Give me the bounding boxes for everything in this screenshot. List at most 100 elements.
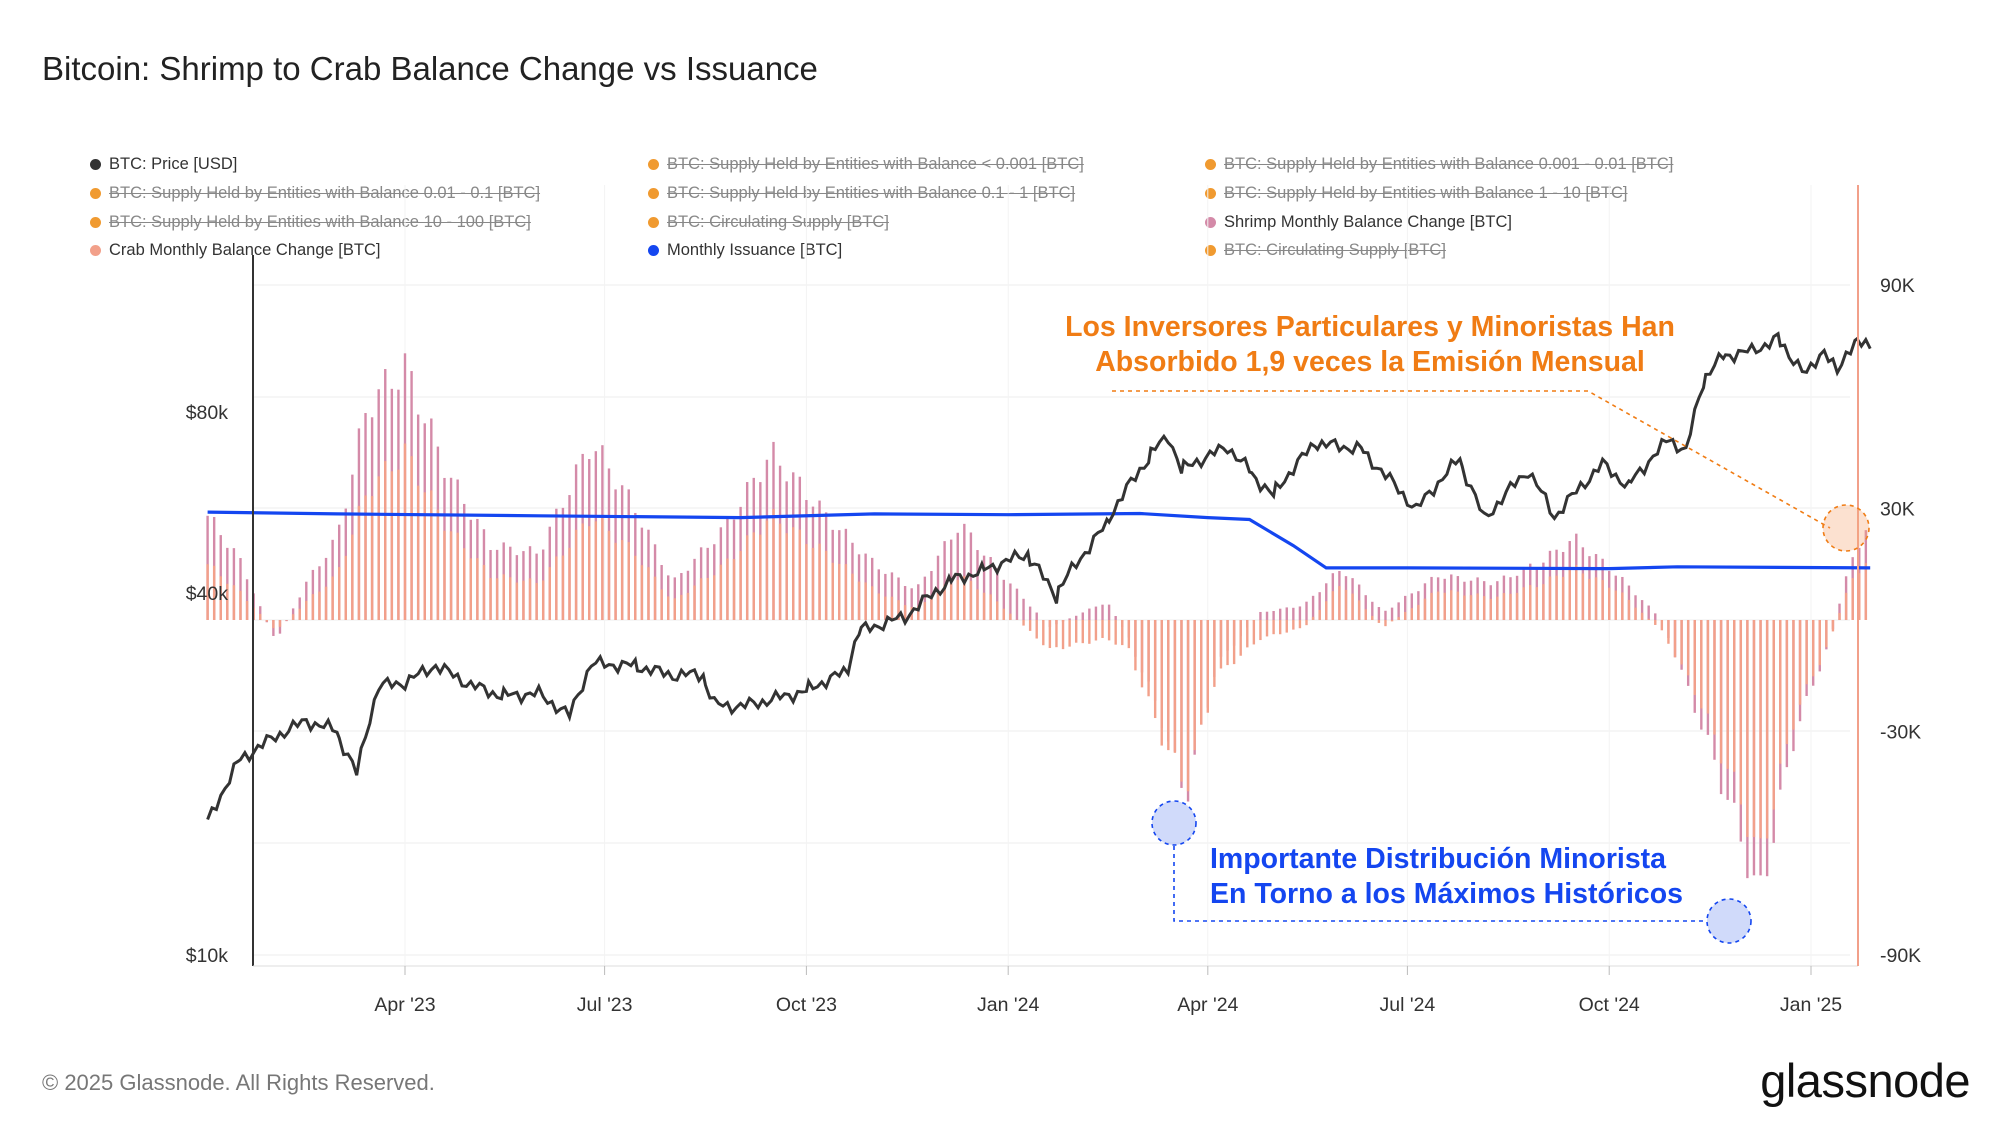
crab-bar <box>574 529 578 620</box>
crab-bar <box>989 594 992 620</box>
legend-item[interactable]: Monthly Issuance [BTC] <box>648 241 842 260</box>
shrimp-bar <box>1654 613 1657 620</box>
crab-bar <box>1640 612 1644 620</box>
annotation-orange-line1: Los Inversores Particulares y Minoristas… <box>1065 311 1675 343</box>
shrimp-bar <box>1838 603 1841 620</box>
crab-bar <box>923 602 927 620</box>
crab-bar <box>1351 593 1354 620</box>
annotation-orange: Los Inversores Particulares y Minoristas… <box>1020 310 1720 380</box>
crab-bar <box>495 578 499 620</box>
crab-bar <box>647 567 650 620</box>
crab-bar <box>324 586 328 620</box>
crab-bar <box>1733 620 1736 772</box>
crab-bar <box>1752 620 1756 838</box>
crab-bar <box>206 564 209 620</box>
crab-bar <box>1121 620 1124 646</box>
crab-bar <box>976 589 979 620</box>
crab-bar <box>831 562 834 620</box>
crab-bar <box>443 530 446 620</box>
crab-bar <box>1226 620 1229 666</box>
crab-bar <box>1153 620 1157 719</box>
crab-bar <box>1127 620 1131 649</box>
crab-bar <box>719 564 723 620</box>
crab-bar <box>1502 593 1506 620</box>
shrimp-bar <box>1298 606 1302 620</box>
crab-bar <box>1094 620 1098 641</box>
x-tick-label: Oct '24 <box>1579 994 1640 1016</box>
crab-bar <box>509 577 512 620</box>
shrimp-bar <box>305 581 308 620</box>
shrimp-bar <box>1364 595 1367 620</box>
crab-bar <box>601 517 604 620</box>
crab-bar <box>1193 620 1196 751</box>
legend-dot-icon <box>1205 217 1216 228</box>
crab-bar <box>1278 620 1282 635</box>
crab-bar <box>259 613 262 620</box>
legend-item[interactable]: BTC: Circulating Supply [BTC] <box>648 213 889 232</box>
crab-bar <box>943 584 946 620</box>
crab-bar <box>614 542 617 620</box>
crab-bar <box>272 620 275 629</box>
legend-item[interactable]: BTC: Supply Held by Entities with Balanc… <box>1205 184 1628 203</box>
crab-bar <box>1002 608 1006 620</box>
shrimp-bar <box>996 568 999 620</box>
crab-bar <box>403 443 407 620</box>
legend-item[interactable]: BTC: Supply Held by Entities with Balanc… <box>1205 155 1673 174</box>
crab-bar <box>1456 591 1460 620</box>
crab-bar <box>1311 616 1315 620</box>
crab-bar <box>476 558 479 620</box>
legend-item[interactable]: Shrimp Monthly Balance Change [BTC] <box>1205 213 1512 232</box>
crab-bar <box>1614 590 1617 620</box>
x-tick-label: Oct '23 <box>776 994 837 1016</box>
legend-item[interactable]: BTC: Supply Held by Entities with Balanc… <box>648 184 1075 203</box>
crab-bar <box>844 564 848 620</box>
crab-bar <box>239 590 242 620</box>
crab-bar <box>871 586 874 620</box>
shrimp-bar <box>1074 615 1078 620</box>
legend-item[interactable]: Crab Monthly Balance Change [BTC] <box>90 241 380 260</box>
crab-bar <box>1232 620 1236 665</box>
grid-lines <box>253 185 1850 966</box>
legend-label: BTC: Circulating Supply [BTC] <box>1224 241 1446 259</box>
shrimp-bar <box>1410 593 1413 620</box>
crab-bar <box>1706 620 1710 714</box>
chart-title: Bitcoin: Shrimp to Crab Balance Change v… <box>42 50 818 87</box>
legend-item[interactable]: BTC: Supply Held by Entities with Balanc… <box>648 155 1084 174</box>
legend-label: BTC: Supply Held by Entities with Balanc… <box>1224 155 1674 173</box>
shrimp-bar <box>910 588 913 620</box>
crab-bar <box>1430 592 1433 620</box>
shrimp-bar <box>239 558 242 620</box>
crab-bar <box>357 505 361 620</box>
crab-bar <box>410 456 413 620</box>
crab-bar <box>745 535 749 620</box>
x-tick-label: Jan '25 <box>1780 994 1842 1016</box>
legend-item[interactable]: BTC: Supply Held by Entities with Balanc… <box>90 213 531 232</box>
shrimp-bar <box>1002 579 1006 620</box>
crab-bar <box>1443 592 1446 620</box>
crab-bar <box>1325 601 1328 620</box>
legend-dot-icon <box>648 188 659 199</box>
crab-bar <box>1200 620 1203 725</box>
crab-bar <box>278 620 282 627</box>
crab-bar <box>1074 620 1078 643</box>
annotation-blue: Importante Distribución Minorista En Tor… <box>1210 842 1730 912</box>
crab-bar <box>732 559 736 620</box>
legend-item[interactable]: BTC: Price [USD] <box>90 155 237 174</box>
crab-bar <box>686 592 690 620</box>
legend-item[interactable]: BTC: Supply Held by Entities with Balanc… <box>90 184 540 203</box>
crab-bar <box>1772 620 1775 810</box>
crab-bar <box>1450 590 1453 620</box>
crab-bar <box>1594 577 1598 620</box>
crab-bar <box>1667 620 1670 644</box>
glassnode-logo[interactable]: glassnode <box>1760 1054 1970 1107</box>
y-right-tick-label: -30K <box>1880 722 1921 744</box>
crab-bar <box>1489 598 1492 620</box>
legend-item[interactable]: BTC: Circulating Supply [BTC] <box>1205 241 1446 260</box>
crab-bar <box>1265 620 1269 637</box>
shrimp-bar <box>890 572 894 620</box>
crab-bar <box>673 598 676 620</box>
crab-bar <box>555 556 558 620</box>
crab-bar <box>877 593 880 620</box>
crab-bar <box>285 620 288 621</box>
shrimp-bar <box>1371 601 1374 620</box>
